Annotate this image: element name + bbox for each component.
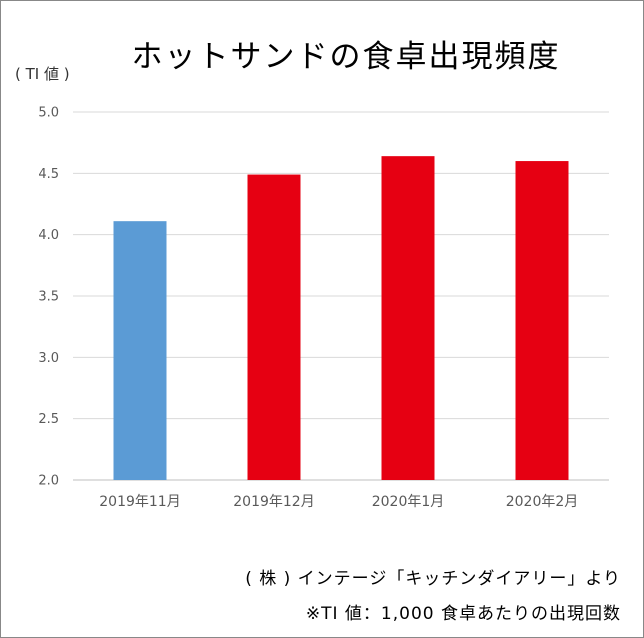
- bar-chart-plot: 2.02.53.03.54.04.55.0 2019年11月 2019年12月 20…: [38, 106, 609, 510]
- bars: [113, 156, 569, 481]
- y-tick-label: 2.0: [38, 474, 59, 489]
- y-tick-label: 5.0: [38, 106, 59, 121]
- y-tick-label: 2.5: [38, 412, 59, 427]
- source-credit: ( 株 ) インテージ「キッチンダイアリー」より: [245, 569, 621, 589]
- x-tick-label: 2020年1月: [372, 494, 445, 510]
- ti-value-note: ※TI 値：1,000 食卓あたりの出現回数: [305, 604, 621, 624]
- x-tick-label: 2019年11月: [99, 494, 180, 510]
- bar: [515, 161, 569, 481]
- y-tick-label: 4.0: [38, 228, 59, 243]
- y-tick-label: 3.5: [38, 290, 59, 305]
- x-tick-label: 2019年12月: [233, 494, 314, 510]
- bar: [113, 221, 167, 480]
- y-axis-unit-label: ( TI 値 ): [15, 65, 70, 83]
- bar: [381, 156, 435, 480]
- x-tick-label: 2020年2月: [506, 494, 579, 510]
- chart-title: ホットサンドの食卓出現頻度: [131, 39, 561, 75]
- bar: [247, 174, 301, 480]
- y-axis-ticks: 2.0 2.5 3.0 3.5 4.0 4.5 5.0: [38, 106, 59, 489]
- x-axis-ticks: 2019年11月 2019年12月 2020年1月 2020年2月: [99, 494, 578, 510]
- y-tick-label: 3.0: [38, 351, 59, 366]
- y-tick-label: 4.5: [38, 167, 59, 182]
